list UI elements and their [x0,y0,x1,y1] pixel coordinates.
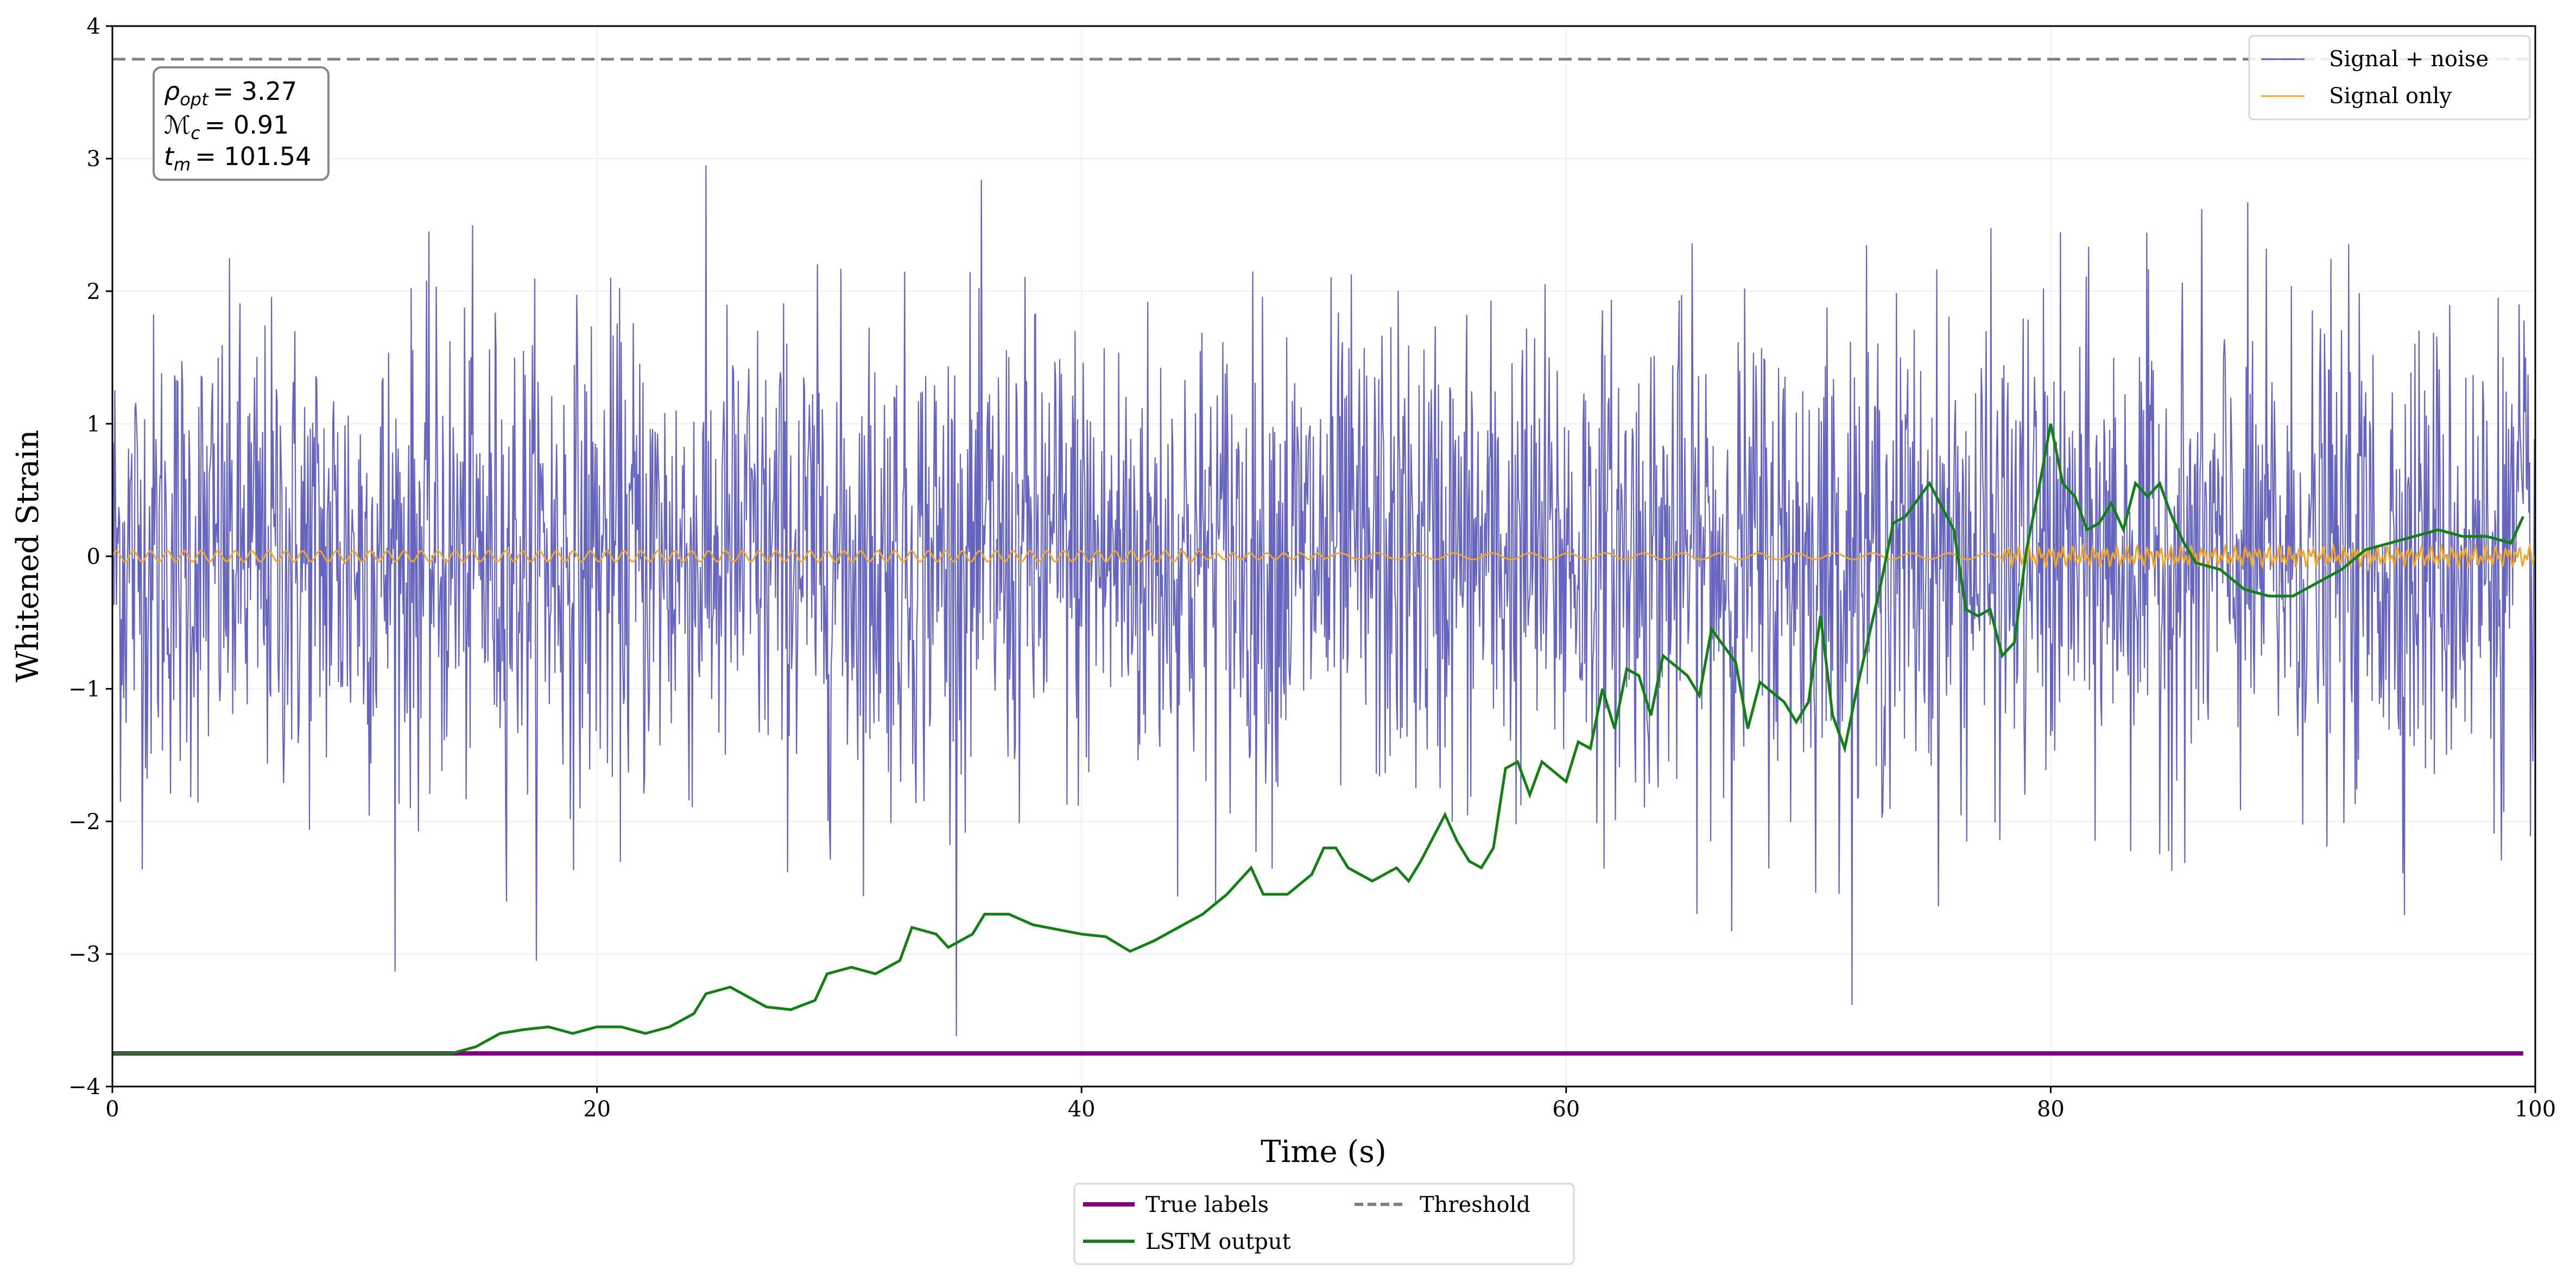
y-tick-label: 4 [87,14,100,39]
y-tick-label: 2 [87,279,100,304]
legend-lower: True labels LSTM output Threshold [1073,1183,1575,1265]
x-tick-label: 80 [2037,1097,2065,1122]
axis-ticks: 0 20 40 60 80 100 −4 −3 −2 −1 0 1 2 3 4 [68,14,2556,1122]
x-tick-label: 60 [1552,1097,1580,1122]
signal-noise-line [112,165,2535,1037]
y-tick-label: −3 [68,942,100,967]
legend-label-signal-noise: Signal + noise [2329,47,2489,72]
plot-area [112,58,2535,1056]
legend-label-true-labels: True labels [1145,1192,1269,1217]
y-tick-label: −2 [68,810,100,835]
annotation-box: ρopt = 3.27 ℳc = 0.91 tm = 101.54 [153,66,330,181]
legend-label-lstm: LSTM output [1145,1229,1291,1254]
legend-label-threshold: Threshold [1420,1192,1530,1217]
annotation-merger-time: tm = 101.54 [164,142,311,175]
annotation-chirp-mass: ℳc = 0.91 [164,110,289,143]
x-tick-label: 20 [583,1097,611,1122]
y-axis-label: Whitened Strain [10,430,46,682]
x-tick-label: 0 [105,1097,119,1122]
x-tick-label: 40 [1068,1097,1096,1122]
x-axis-label: Time (s) [1261,1134,1387,1170]
legend-upper: Signal + noise Signal only [2248,35,2531,121]
y-tick-label: −4 [68,1075,100,1100]
annotation-rho: ρopt = 3.27 [164,77,297,110]
signal-only-line [112,542,2535,570]
x-tick-label: 100 [2515,1097,2556,1122]
y-tick-label: 0 [87,545,100,570]
y-tick-label: 3 [87,147,100,172]
y-tick-label: 1 [87,412,100,437]
lstm-output-line [112,423,2524,1055]
legend-label-signal-only: Signal only [2329,84,2452,109]
y-tick-label: −1 [68,677,100,702]
